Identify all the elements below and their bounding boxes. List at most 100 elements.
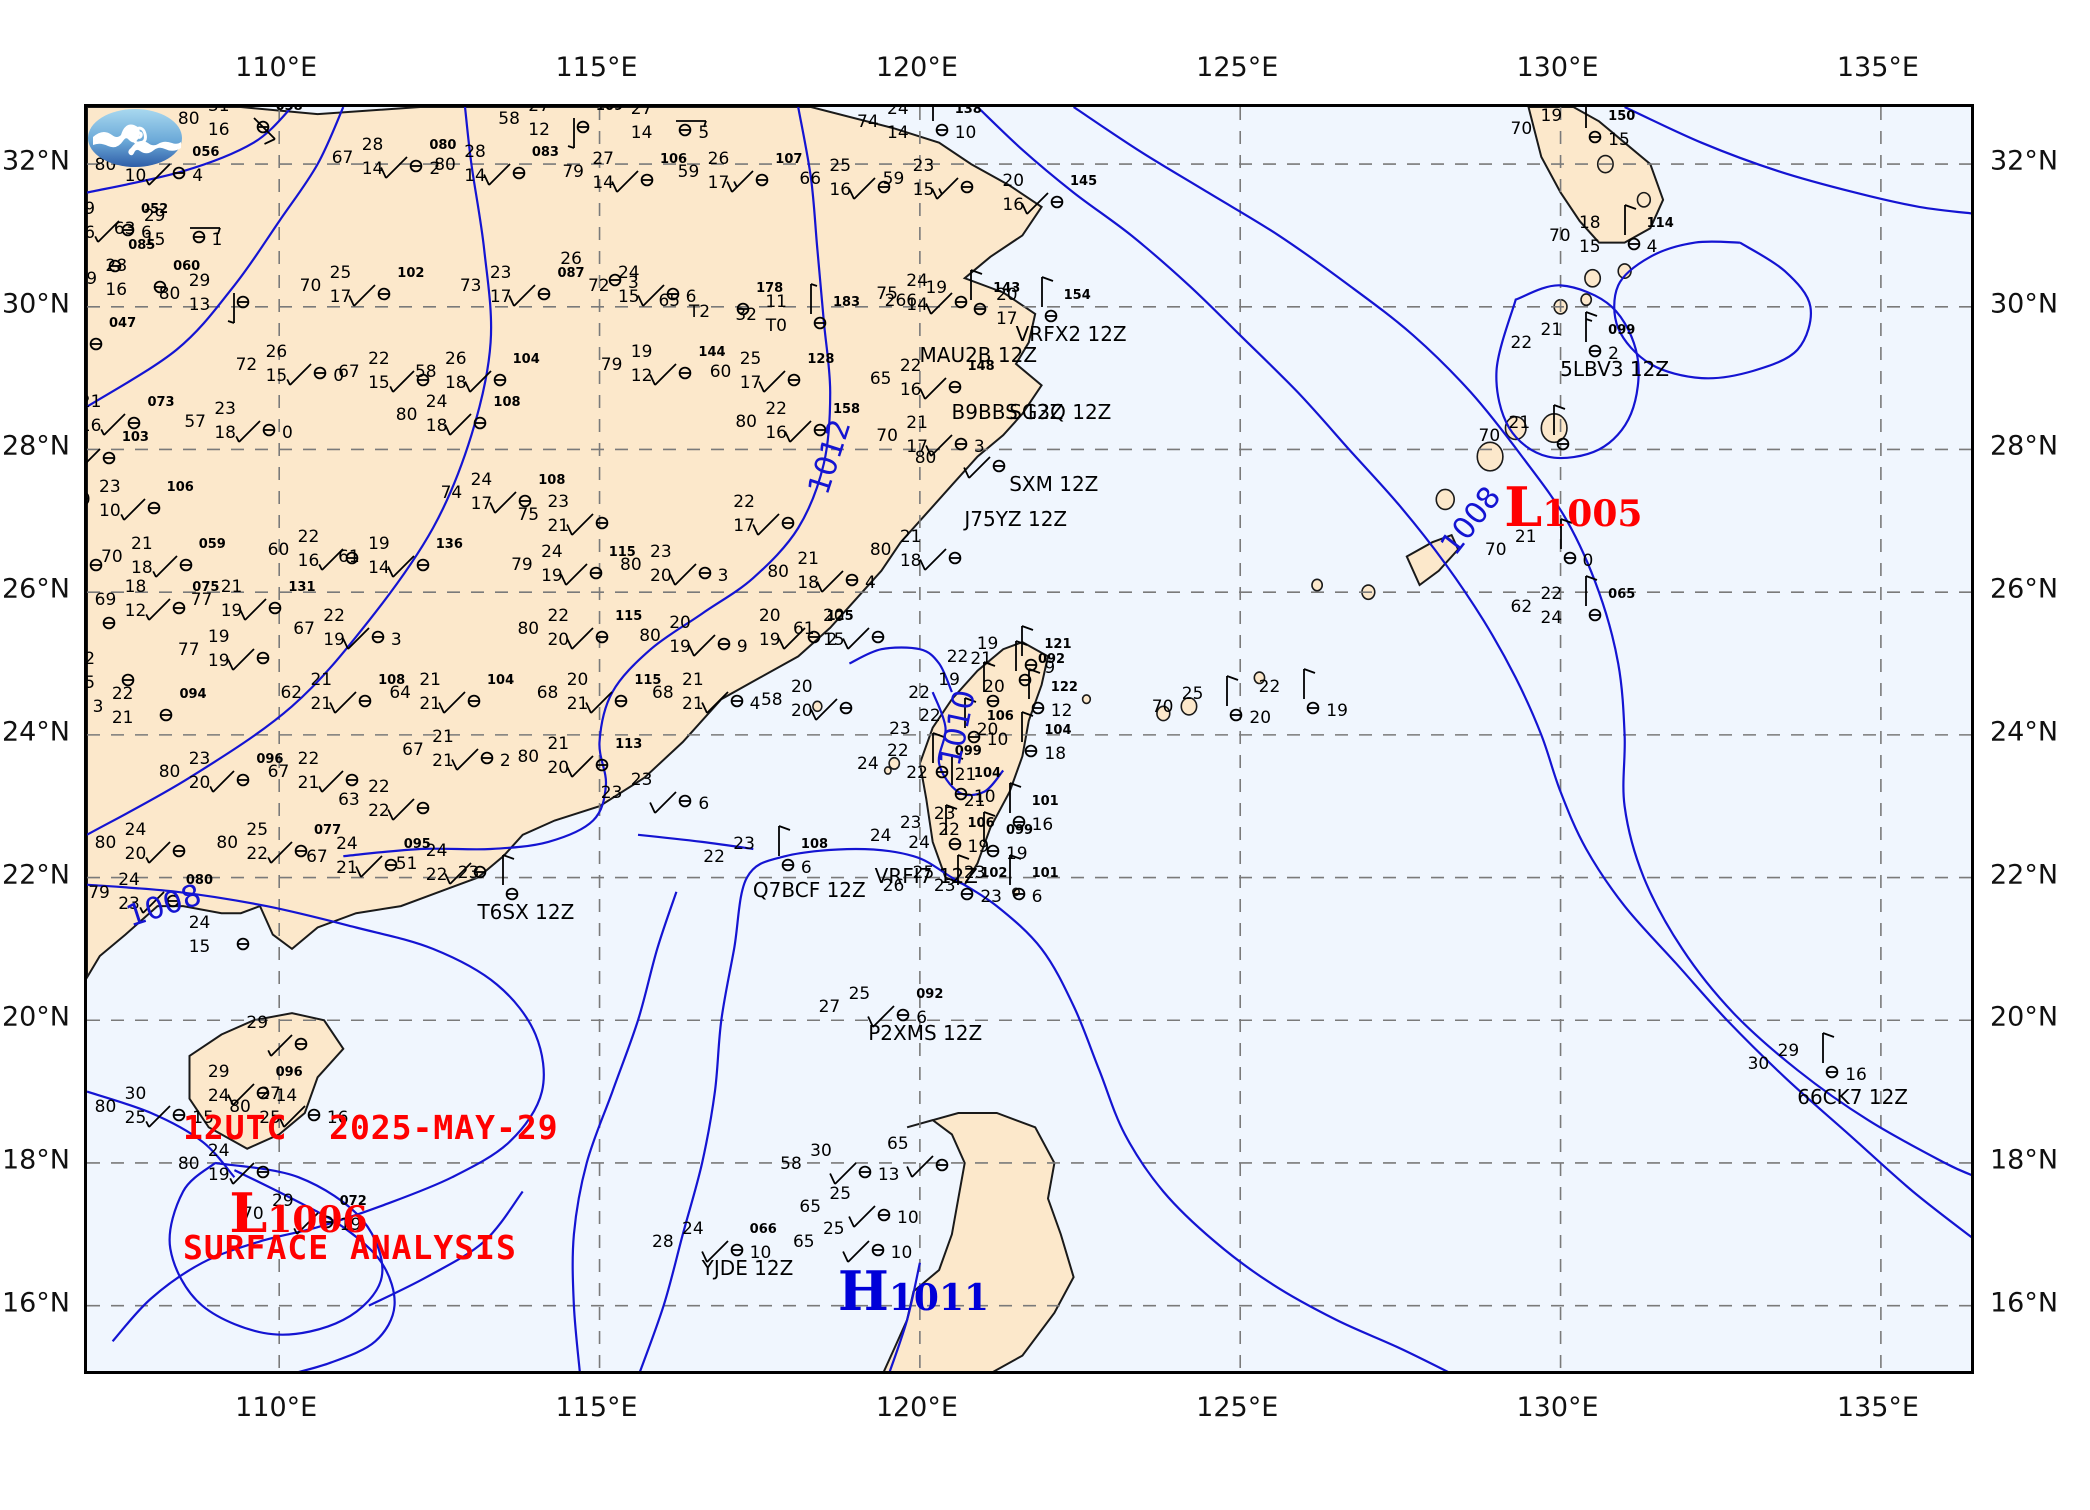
wind-barb [636,284,665,307]
axis-bottom-tick: 130°E [1516,1392,1599,1423]
station-circle-icon [1627,238,1640,251]
wind-barb [931,732,944,764]
station-visibility: 51 [395,854,418,875]
wind-barb [585,691,613,714]
station-pressure-change: 21 [954,765,977,786]
wind-barb [970,268,983,300]
axis-bottom-tick: 115°E [555,1392,638,1423]
axis-left-tick: 24°N [1,716,70,748]
station-dewpoint: 14 [464,166,486,187]
station-visibility: 22 [946,647,969,668]
station-circle-icon [935,123,948,137]
station-temperature: 24 [887,104,909,120]
station-temperature: 24 [124,819,147,840]
station-temperature: 23 [188,748,211,769]
station-visibility: 69 [87,490,91,510]
station-dewpoint: 24 [207,1086,230,1107]
station-circle-icon [967,730,981,744]
station-dewpoint: 22 [425,865,448,886]
station-temperature: 24 [425,841,448,862]
station-visibility: 80 [517,747,540,768]
station-visibility: 65 [869,369,892,390]
station-temperature: 21 [1540,320,1563,341]
station-temperature: 22 [919,705,941,726]
axis-left-tick: 16°N [1,1287,70,1319]
station-temperature: 19 [976,634,999,655]
station-visibility: 74 [857,112,879,133]
pressure-center-glyph: L [1504,474,1543,539]
station-visibility: 80 [158,283,181,304]
station-pressure: 047 [109,316,137,332]
station-temperature: 22 [323,605,345,626]
isobar [233,1169,396,1371]
station-visibility: 266 [884,290,918,311]
station-dewpoint: 21 [336,858,358,879]
station-circle-icon [172,1108,186,1122]
station-circle-icon [858,1165,872,1179]
pressure-center-glyph: H [837,1259,889,1324]
station-dewpoint: 20 [650,565,672,586]
station-pressure-change: 15 [192,1107,214,1128]
station-visibility: 79 [600,354,623,375]
wind-barb [387,798,415,821]
axis-bottom-tick: 125°E [1196,1392,1279,1423]
station-circle-icon [954,295,968,308]
station-temperature: 19 [630,341,653,362]
station-dewpoint: 16 [829,180,852,201]
station-circle-icon [595,630,609,644]
station-dewpoint: 21 [682,694,704,715]
station-dewpoint: 19 [758,629,781,650]
station-pressure: 092 [916,986,944,1002]
wind-barb [145,1105,171,1128]
station-circle-icon [877,1208,891,1222]
station-circle-icon [89,559,103,572]
station-visibility: 67 [267,761,290,782]
station-pressure-change: 15 [1608,130,1630,151]
ship-callsign: MAU2B 12Z [919,343,1038,368]
station-pressure-change: 4 [1646,237,1658,258]
station-pressure: 083 [531,145,559,161]
station-dewpoint: 10 [99,501,121,522]
station-dewpoint: 21 [297,772,320,793]
station-visibility: 70 [242,1203,264,1224]
station-pressure-change: 2 [1608,344,1619,365]
station-dewpoint: 20 [547,758,570,779]
station-temperature: 29 [207,1062,230,1083]
station-temperature: 18 [124,577,147,598]
station-dewpoint: 13 [188,294,211,315]
station-dewpoint: 24 [1540,608,1563,629]
station-pressure: 102 [397,266,425,282]
station-temperature: 21 [1514,527,1537,548]
station-circle-icon [935,1158,948,1172]
axis-top-tick: 125°E [1196,52,1279,83]
station-visibility: 72 [235,354,258,375]
station-circle-icon [1825,1065,1839,1079]
station-dewpoint: 12 [528,119,550,140]
station-circle-icon [345,773,359,786]
station-visibility: 79 [511,554,533,575]
wind-barb [566,755,594,778]
station-circle-icon [813,316,827,330]
station-circle-icon [256,1165,269,1179]
station-visibility: 70 [1478,426,1501,447]
station-temperature: 22 [765,398,787,419]
station-temperature: 20 [566,670,589,691]
station-circle-icon [307,1108,321,1122]
axis-left-tick: 30°N [1,288,70,320]
station-dewpoint: 12 [124,601,147,622]
station-circle-icon [877,181,891,194]
station-dewpoint: 16 [765,422,787,443]
isobar [87,883,545,1343]
station-circle-icon [269,601,282,615]
station-circle-icon [788,373,801,387]
station-pressure-change: 10 [890,1243,913,1264]
station-pressure: 052 [141,202,169,218]
station-temperature: 29 [272,1190,294,1211]
station-dewpoint: 15 [912,180,935,201]
wind-barb [777,627,806,650]
station-pressure: 114 [1646,216,1674,232]
station-pressure: 102 [980,865,1008,881]
station-circle-icon [172,601,186,615]
station-visibility: 24 [908,832,930,853]
wind-barb [566,627,594,650]
